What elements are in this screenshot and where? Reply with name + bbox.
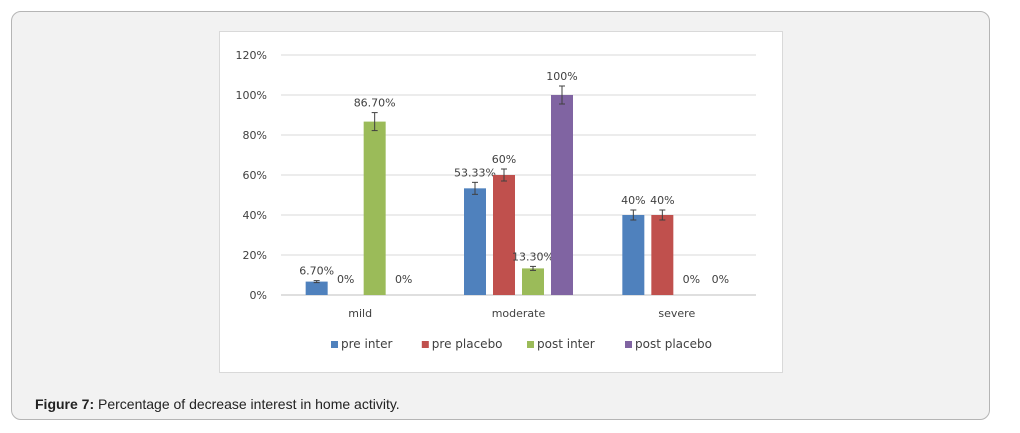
y-tick-label: 120% [236,49,267,62]
legend-label: pre placebo [432,337,503,351]
data-label: 0% [712,273,729,286]
data-label: 0% [337,273,354,286]
legend-swatch [421,341,429,348]
legend-swatch [331,341,338,348]
figure-caption: Figure 7: Percentage of decrease interes… [35,396,400,412]
bar-pre-inter [622,215,645,295]
data-label: 53.33% [454,166,496,179]
x-tick-label: severe [658,307,695,320]
bar-pre-inter [305,281,328,295]
bar-pre-inter [464,188,486,295]
legend-label: post placebo [635,337,712,351]
data-label: 40% [650,194,674,207]
data-label: 6.70% [299,265,334,278]
bar-pre-placebo [651,215,674,295]
bar-post-inter [363,121,386,295]
legend-swatch [527,341,534,348]
y-tick-label: 40% [243,209,267,222]
legend-swatch [625,341,632,348]
bar-post-inter [522,268,544,295]
data-label: 40% [621,194,645,207]
bar-chart: 0%20%40%60%80%100%120%mild6.70%0%86.70%0… [236,49,756,351]
legend-label: pre inter [341,337,393,351]
bar-post-placebo [551,95,573,295]
y-tick-label: 0% [250,289,267,302]
bar-pre-placebo [493,175,515,295]
caption-label: Figure 7: [35,396,95,412]
y-tick-label: 80% [243,129,267,142]
x-tick-label: moderate [492,307,546,320]
data-label: 0% [395,273,412,286]
y-tick-label: 100% [236,89,267,102]
chart-container: 0% 20% 40% 60% 80% 100% 120% mild 6.70% 0% 86.70% 0… [219,31,783,373]
data-label: 60% [492,153,516,166]
data-label: 13.30% [512,250,554,263]
data-label: 0% [683,273,700,286]
y-tick-label: 20% [243,249,267,262]
data-label: 100% [546,70,577,83]
legend-label: post inter [537,337,595,351]
y-tick-label: 60% [243,169,267,182]
caption-text: Percentage of decrease interest in home … [98,396,400,412]
x-tick-label: mild [348,307,372,320]
data-label: 86.70% [354,97,396,110]
